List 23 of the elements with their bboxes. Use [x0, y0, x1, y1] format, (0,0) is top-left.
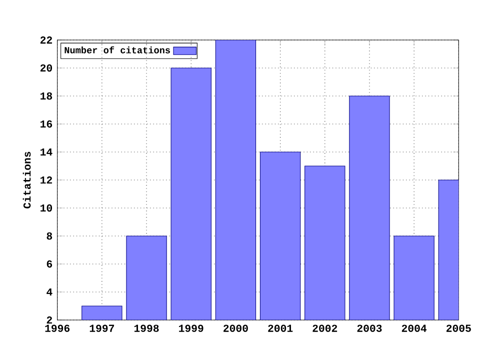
y-axis-title: Citations	[22, 152, 31, 208]
x-tick-label: 1999	[179, 324, 204, 332]
y-tick-label: 20	[40, 64, 52, 72]
y-tick-label: 22	[40, 36, 52, 44]
x-tick-label: 2001	[268, 324, 293, 332]
y-tick-label: 12	[40, 176, 52, 184]
y-tick-label: 16	[40, 120, 52, 128]
y-tick-label: 8	[46, 232, 52, 240]
y-tick-label: 6	[46, 260, 52, 268]
y-tick-label: 2	[46, 316, 52, 324]
x-tick-label: 2002	[312, 324, 338, 332]
y-tick-label: 14	[40, 148, 52, 156]
legend-label: Number of citations	[64, 46, 170, 54]
x-tick-label: 2000	[224, 324, 248, 332]
x-tick-label: 2003	[357, 324, 382, 332]
x-tick-label: 1998	[134, 324, 159, 332]
y-tick-label: 4	[46, 288, 52, 296]
x-tick-label: 2004	[402, 324, 427, 332]
x-tick-label: 2005	[446, 324, 471, 332]
y-tick-label: 10	[40, 204, 52, 212]
x-tick-label: 1996	[45, 324, 70, 332]
y-tick-label: 18	[40, 92, 52, 100]
x-tick-label: 1997	[90, 324, 114, 332]
